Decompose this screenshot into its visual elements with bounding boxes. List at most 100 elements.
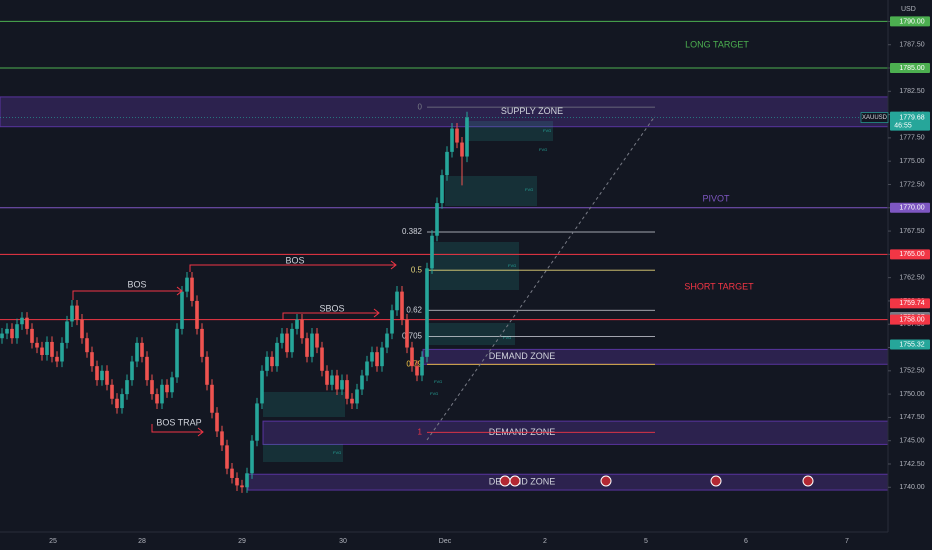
candle-body	[335, 375, 339, 390]
structure-arrows	[72, 260, 397, 437]
candle-body	[175, 328, 179, 378]
candle-body	[395, 291, 399, 311]
x-tick-label: 25	[49, 538, 57, 545]
candle-body	[110, 384, 114, 399]
price-tag-label: 1765.00	[899, 251, 924, 258]
price-tag	[890, 16, 930, 27]
zone	[262, 420, 889, 445]
symbol-label: XAUUSD	[862, 115, 888, 121]
candle-body	[55, 356, 59, 362]
candle-body	[465, 117, 469, 157]
arrow	[151, 424, 202, 433]
candle-body	[185, 277, 189, 292]
fvg-box	[430, 242, 519, 290]
fvg-label: FVG	[508, 263, 516, 268]
fib-label: 0.62	[406, 305, 422, 314]
zone-label: SUPPLY ZONE	[501, 106, 563, 116]
candle-body	[70, 305, 74, 322]
y-tick-label: 1745.00	[899, 438, 924, 445]
candle-body	[445, 151, 449, 176]
candle-body	[150, 380, 154, 395]
fvg-box	[263, 392, 345, 417]
candle-body	[20, 317, 24, 325]
event-icon	[802, 475, 814, 487]
candle-body	[165, 384, 169, 393]
candle-body	[215, 412, 219, 432]
candle-body	[275, 342, 279, 367]
arrow	[189, 264, 395, 272]
candle-body	[320, 347, 324, 371]
price-tag-label: 1785.00	[899, 65, 924, 72]
zone-label: DEMAND ZONE	[489, 477, 556, 487]
arrow-head	[390, 260, 397, 270]
candle-body	[430, 235, 434, 269]
candle-body	[95, 366, 99, 381]
price-tag	[890, 339, 930, 350]
candle-body	[410, 347, 414, 367]
x-tick-label: 6	[744, 538, 748, 545]
candle-body	[155, 394, 159, 404]
zone-label: DEMAND ZONE	[489, 351, 556, 361]
zone	[0, 96, 889, 128]
candle-body	[425, 268, 429, 357]
candle-body	[195, 300, 199, 329]
fib-label: 0.5	[411, 265, 423, 274]
y-tick-label: 1750.00	[899, 391, 924, 398]
candle-body	[280, 333, 284, 343]
candle-body	[260, 370, 264, 404]
candle-body	[255, 403, 259, 441]
candle-body	[400, 291, 404, 320]
last-price-label: 1779.68	[899, 114, 924, 121]
candle-body	[90, 352, 94, 367]
price-tag-label: 1770.00	[899, 205, 924, 212]
x-tick-label: 30	[339, 538, 347, 545]
candle-body	[420, 356, 424, 376]
y-tick-label: 1775.00	[899, 158, 924, 165]
candle-body	[240, 485, 244, 488]
arrow-head	[373, 308, 380, 318]
candle-body	[380, 347, 384, 367]
candle-body	[205, 356, 209, 385]
short-target-label: SHORT TARGET	[684, 281, 754, 291]
price-tag-label: 1790.00	[899, 18, 924, 25]
candle-body	[65, 321, 69, 343]
price-axis-bg	[888, 0, 932, 550]
candle-body	[355, 389, 359, 404]
candle-body	[35, 342, 39, 348]
x-tick-label: Dec	[439, 538, 452, 545]
candle-body	[75, 305, 79, 320]
y-tick-label: 1782.50	[899, 88, 924, 95]
candle-body	[250, 440, 254, 474]
candle-body	[345, 380, 349, 399]
candle-body	[25, 317, 29, 329]
arrow-head	[197, 427, 204, 437]
candle-body	[10, 328, 14, 339]
candle-body	[285, 333, 289, 353]
candle-body	[365, 361, 369, 376]
fvg-box	[263, 444, 343, 462]
price-tag	[890, 298, 930, 309]
candle-body	[330, 375, 334, 385]
candle-body	[125, 380, 129, 395]
y-tick-label: 1742.50	[899, 461, 924, 468]
candle-body	[360, 375, 364, 390]
event-icon	[499, 475, 511, 487]
bos-label: BOS	[127, 279, 146, 289]
y-tick-label: 1762.50	[899, 274, 924, 281]
candle-body	[45, 341, 49, 355]
zone	[247, 473, 889, 491]
bos-trap-label: BOS TRAP	[156, 417, 201, 427]
y-tick-label: 1752.50	[899, 368, 924, 375]
candle-body	[325, 370, 329, 385]
symbol-tag	[860, 112, 889, 123]
candle-body	[375, 352, 379, 367]
y-tick-label: 1777.50	[899, 135, 924, 142]
fvg-box	[425, 323, 515, 345]
candle-body	[50, 341, 54, 357]
arrow-head	[176, 286, 183, 296]
candle-body	[190, 277, 194, 301]
fvg-label: FVG	[539, 147, 547, 152]
price-tag	[890, 249, 930, 260]
fib-label: 0.79	[406, 359, 422, 368]
